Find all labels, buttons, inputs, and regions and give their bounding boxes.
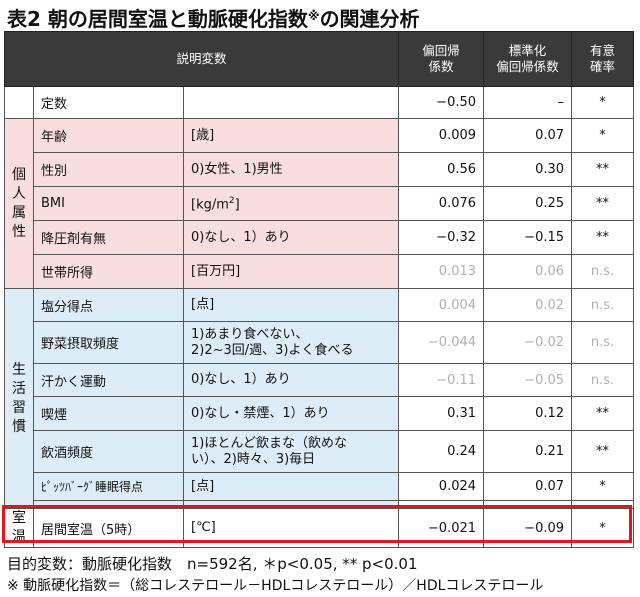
row-significance: n.s. [571, 288, 635, 322]
row-significance: * [571, 86, 635, 119]
row-std-coef: 0.07 [483, 118, 573, 153]
table-row: 世帯所得 [百万円] 0.013 0.06 n.s. [4, 254, 635, 289]
group-lifestyle: 生活習慣 [4, 288, 34, 509]
row-unit: [kg/m2] [182, 186, 400, 221]
table-row: 飲酒頻度 1)ほとんど飲まな（飲めな い）、2)時々、3)毎日 0.24 0.21… [4, 430, 635, 473]
row-significance: n.s. [571, 321, 635, 364]
row-coef: −0.11 [398, 363, 485, 397]
group-room: 室温 [4, 508, 34, 548]
row-significance: ** [571, 186, 635, 221]
row-unit: [歳] [182, 118, 400, 153]
table-row-spacer [4, 500, 635, 509]
row-unit: 1)あまり食べない、 2)2~3回/週、3)よく食べる [182, 321, 400, 364]
row-label: 飲酒頻度 [33, 430, 184, 473]
table-row: 性別 0)女性、1)男性 0.56 0.30 ** [4, 152, 635, 187]
row-unit: 0)なし、1）あり [182, 363, 400, 397]
row-significance: n.s. [571, 254, 635, 289]
spacer-cell [33, 500, 184, 509]
row-coef: 0.076 [398, 186, 485, 221]
row-std-coef: −0.02 [483, 321, 573, 364]
row-coef: −0.021 [398, 508, 485, 548]
table-title: 表2 朝の居間室温と動脈硬化指数※の関連分析 [7, 7, 420, 31]
row-std-coef: – [483, 86, 573, 119]
row-label: 汗かく運動 [33, 363, 184, 397]
table-row: 生活習慣 塩分得点 [点] 0.004 0.02 n.s. [4, 288, 635, 509]
table-row: 降圧剤有無 0)なし、1）あり −0.32 −0.15 ** [4, 220, 635, 255]
spacer-cell [398, 500, 485, 509]
row-label: 居間室温（5時） [33, 508, 184, 548]
table-row: 喫煙 0)なし・禁煙、1）あり 0.31 0.12 ** [4, 396, 635, 431]
header-variables: 説明変数 [3, 31, 400, 87]
row-label: 降圧剤有無 [33, 220, 184, 255]
row-coef: −0.044 [398, 321, 485, 364]
regression-table: 説明変数 偏回帰 係数 標準化 偏回帰係数 有意 確率 定数 −0.50 – * 個人… [3, 31, 635, 548]
row-label: 性別 [33, 152, 184, 187]
footnote-target: 目的変数：動脈硬化指数 n=592名, ＊p<0.05, ** p<0.01 [7, 555, 418, 573]
row-significance: ** [571, 430, 635, 473]
row-coef: −0.32 [398, 220, 485, 255]
header-row: 説明変数 偏回帰 係数 標準化 偏回帰係数 有意 確率 [3, 31, 635, 87]
row-label: 塩分得点 [33, 288, 184, 322]
table-row: ﾋﾟｯﾂﾊﾞｰｸﾞ睡眠得点 [点] 0.024 0.07 * [4, 472, 635, 501]
table-row: 野菜摂取頻度 1)あまり食べない、 2)2~3回/週、3)よく食べる −0.044… [4, 321, 635, 364]
row-std-coef: −0.09 [483, 508, 573, 548]
header-significance: 有意 確率 [571, 31, 635, 87]
row-significance: * [571, 118, 635, 153]
header-std-coef: 標準化 偏回帰係数 [483, 31, 573, 87]
footnote-definition: ※ 動脈硬化指数＝（総コレステロール－HDLコレステロール）／HDLコレステロー… [7, 578, 544, 594]
row-significance: ** [571, 220, 635, 255]
row-std-coef: 0.07 [483, 472, 573, 501]
table-row: 汗かく運動 0)なし、1）あり −0.11 −0.05 n.s. [4, 363, 635, 397]
row-unit: 0)なし・禁煙、1）あり [182, 396, 400, 431]
row-std-coef: −0.05 [483, 363, 573, 397]
row-std-coef: 0.02 [483, 288, 573, 322]
row-label: 定数 [33, 86, 184, 119]
row-unit: [点] [182, 472, 400, 501]
spacer-cell [483, 500, 573, 509]
row-std-coef: 0.30 [483, 152, 573, 187]
row-label: 喫煙 [33, 396, 184, 431]
row-significance: ** [571, 152, 635, 187]
table-row-room-temp: 室温 居間室温（5時） [℃] −0.021 −0.09 * [4, 508, 635, 548]
row-coef: −0.50 [398, 86, 485, 119]
spacer-cell [571, 500, 635, 509]
row-std-coef: 0.06 [483, 254, 573, 289]
header-coef: 偏回帰 係数 [398, 31, 485, 87]
group-cell-empty [4, 86, 34, 119]
row-std-coef: 0.21 [483, 430, 573, 473]
row-label: 年齢 [33, 118, 184, 153]
row-unit: 1)ほとんど飲まな（飲めな い）、2)時々、3)毎日 [182, 430, 400, 473]
row-unit: 0)女性、1)男性 [182, 152, 400, 187]
row-std-coef: −0.15 [483, 220, 573, 255]
row-coef: 0.24 [398, 430, 485, 473]
row-unit: [℃] [182, 508, 400, 548]
row-coef: 0.56 [398, 152, 485, 187]
row-coef: 0.024 [398, 472, 485, 501]
row-unit: 0)なし、1）あり [182, 220, 400, 255]
row-coef: 0.004 [398, 288, 485, 322]
row-label: ﾋﾟｯﾂﾊﾞｰｸﾞ睡眠得点 [33, 472, 184, 501]
spacer-cell [182, 500, 400, 509]
row-std-coef: 0.25 [483, 186, 573, 221]
row-coef: 0.009 [398, 118, 485, 153]
table-row: BMI [kg/m2] 0.076 0.25 ** [4, 186, 635, 221]
table-row: 定数 −0.50 – * [4, 86, 635, 119]
group-personal: 個人属性 [4, 118, 34, 289]
row-unit: [百万円] [182, 254, 400, 289]
row-significance: ** [571, 396, 635, 431]
row-coef: 0.013 [398, 254, 485, 289]
row-significance: n.s. [571, 363, 635, 397]
table-row: 個人属性 年齢 [歳] 0.009 0.07 * [4, 118, 635, 289]
row-std-coef: 0.12 [483, 396, 573, 431]
row-label: 野菜摂取頻度 [33, 321, 184, 364]
row-label: BMI [33, 186, 184, 221]
row-coef: 0.31 [398, 396, 485, 431]
row-significance: * [571, 508, 635, 548]
row-significance: * [571, 472, 635, 501]
row-unit [182, 86, 400, 119]
row-unit: [点] [182, 288, 400, 322]
row-label: 世帯所得 [33, 254, 184, 289]
